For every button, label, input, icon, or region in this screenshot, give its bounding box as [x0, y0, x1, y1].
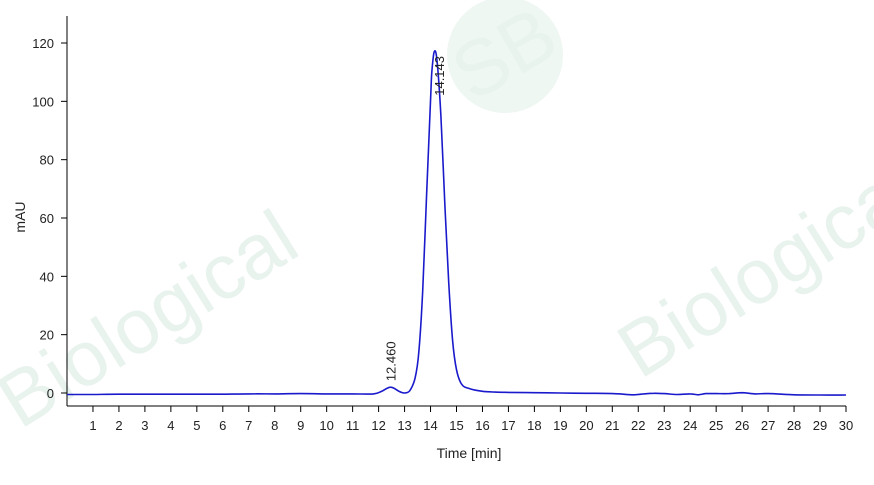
x-axis-label: Time [min] — [437, 445, 502, 461]
x-tick-label: 22 — [631, 418, 645, 433]
x-tick-label: 12 — [371, 418, 385, 433]
watermark-text-right: Biological — [602, 143, 874, 395]
x-tick-label: 9 — [297, 418, 304, 433]
y-tick-label: 120 — [32, 36, 54, 51]
ticks: 1 2 3 4 5 6 7 8 9 10 11 12 13 14 15 16 17 18 19 20 21 22 23 24 2… — [32, 36, 853, 433]
watermark-logo-text: SB — [437, 0, 571, 117]
peak-label: 14.143 — [432, 56, 447, 96]
x-tick-label: 16 — [475, 418, 489, 433]
x-tick-label: 14 — [423, 418, 437, 433]
x-tick-label: 13 — [397, 418, 411, 433]
y-axis-label: mAU — [12, 201, 28, 232]
x-tick-label: 5 — [193, 418, 200, 433]
x-tick-label: 20 — [579, 418, 593, 433]
x-tick-label: 23 — [657, 418, 671, 433]
y-tick-label: 0 — [47, 386, 54, 401]
y-tick-label: 100 — [32, 94, 54, 109]
x-tick-label: 17 — [501, 418, 515, 433]
x-tick-label: 2 — [115, 418, 122, 433]
x-tick-label: 26 — [735, 418, 749, 433]
x-tick-label: 4 — [167, 418, 174, 433]
x-tick-label: 28 — [787, 418, 801, 433]
y-tick-label: 80 — [40, 153, 54, 168]
x-tick-label: 6 — [219, 418, 226, 433]
x-tick-label: 7 — [245, 418, 252, 433]
x-tick-label: 18 — [527, 418, 541, 433]
x-tick-label: 27 — [761, 418, 775, 433]
y-tick-label: 60 — [40, 211, 54, 226]
x-tick-label: 21 — [605, 418, 619, 433]
x-tick-label: 11 — [346, 418, 360, 433]
x-tick-label: 30 — [839, 418, 853, 433]
x-tick-label: 1 — [89, 418, 96, 433]
peak-label: 12.460 — [384, 341, 399, 381]
series-line — [66, 50, 847, 396]
series-layer — [66, 50, 847, 396]
x-tick-label: 3 — [141, 418, 148, 433]
x-tick-label: 10 — [319, 418, 333, 433]
y-tick-label: 20 — [40, 328, 54, 343]
x-tick-label: 24 — [683, 418, 697, 433]
annotations: 12.460 14.143 — [384, 56, 448, 381]
x-tick-label: 29 — [813, 418, 827, 433]
watermark-logo-circle — [447, 0, 563, 113]
y-tick-label: 40 — [40, 269, 54, 284]
x-tick-label: 25 — [709, 418, 723, 433]
x-tick-label: 8 — [271, 418, 278, 433]
x-tick-label: 19 — [553, 418, 567, 433]
watermark-text-left: Biological — [0, 193, 312, 445]
x-tick-label: 15 — [449, 418, 463, 433]
